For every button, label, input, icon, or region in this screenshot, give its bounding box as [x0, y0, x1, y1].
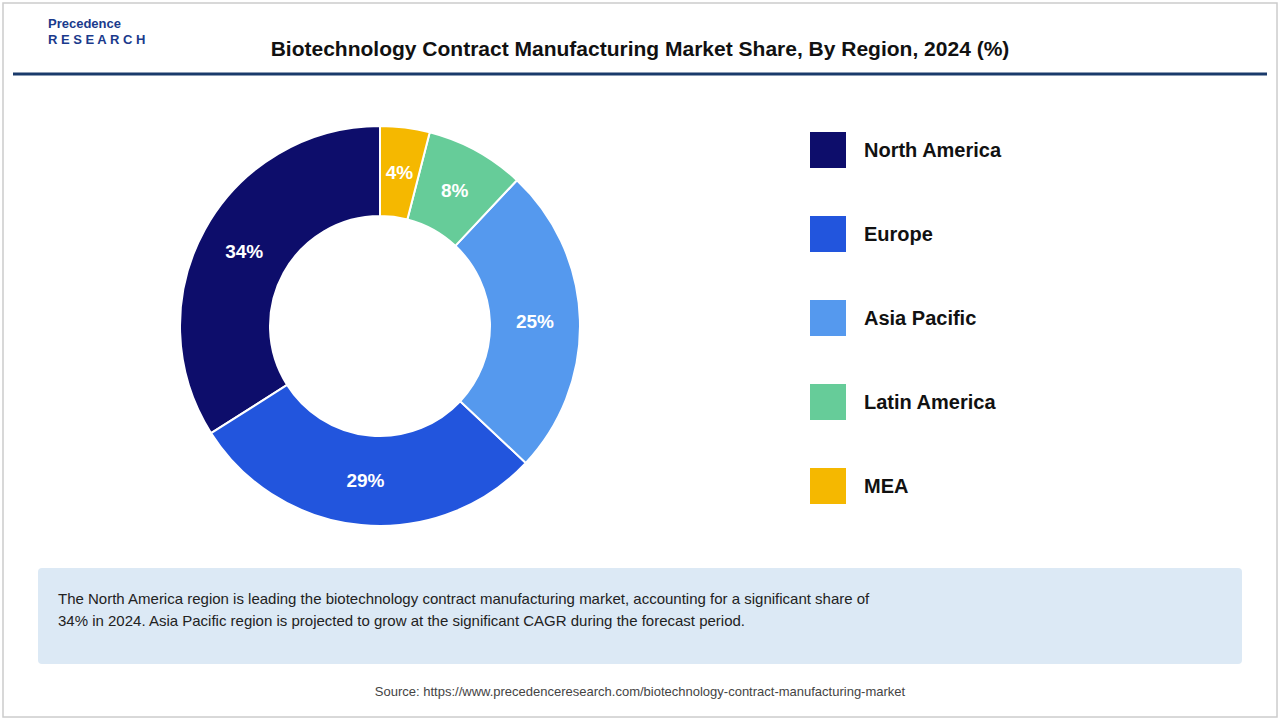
legend-label: North America [864, 139, 1002, 161]
chart-container: PrecedenceR E S E A R C H Biotechnology C… [0, 0, 1280, 720]
legend-label: Latin America [864, 391, 996, 413]
legend-swatch [810, 384, 846, 420]
annotation: The North America region is leading the … [58, 590, 870, 629]
legend-swatch [810, 468, 846, 504]
source: Source: https://www.precedenceresearch.c… [375, 684, 906, 699]
data-label: 34% [225, 241, 263, 262]
title: Biotechnology Contract Manufacturing Mar… [271, 37, 1010, 60]
slices [180, 126, 580, 526]
data-label: 8% [441, 180, 469, 201]
slice-labels: 34% 29% 25% 8% 4% [225, 162, 554, 491]
annotation-box [38, 568, 1242, 664]
logo: PrecedenceR E S E A R C H [48, 16, 145, 47]
legend-swatch [810, 216, 846, 252]
legend-swatch [810, 132, 846, 168]
slice [180, 126, 380, 433]
data-label: 29% [346, 470, 384, 491]
chart-svg: PrecedenceR E S E A R C H Biotechnology C… [0, 0, 1280, 720]
legend-label: Europe [864, 223, 933, 245]
data-label: 4% [386, 162, 414, 183]
page-frame [3, 3, 1277, 717]
legend-label: MEA [864, 475, 908, 497]
legend-label: Asia Pacific [864, 307, 976, 329]
legend-swatch [810, 300, 846, 336]
slice [380, 126, 430, 219]
title-rule [13, 73, 1267, 76]
legend: North America Europe Asia Pacific Latin Ame… [810, 132, 1002, 504]
data-label: 25% [516, 311, 554, 332]
